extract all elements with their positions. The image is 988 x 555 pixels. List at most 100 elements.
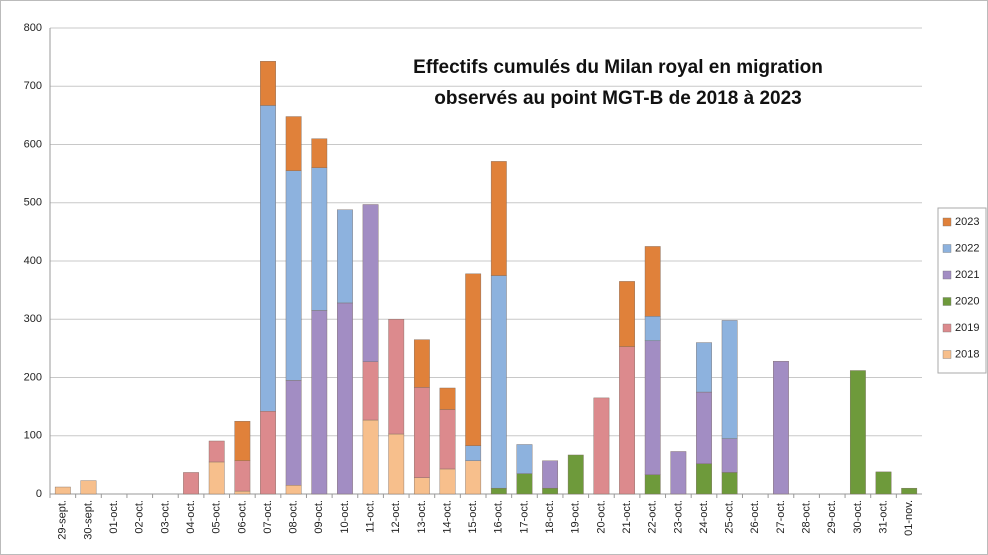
y-tick-label: 600	[24, 138, 42, 150]
bar-segment	[619, 281, 635, 347]
bar-segment	[260, 411, 276, 495]
y-tick-label: 700	[24, 80, 42, 92]
x-tick-label: 08-oct.	[288, 500, 300, 534]
bar-segment	[567, 454, 584, 495]
bar-segment	[465, 273, 482, 446]
x-tick-label: 19-oct.	[570, 500, 582, 534]
bar-segment	[337, 302, 353, 495]
bar-segment	[234, 490, 251, 495]
legend-label: 2021	[955, 269, 979, 281]
bar-segment	[721, 472, 738, 495]
bar-segment	[644, 474, 661, 495]
bar-segment	[311, 167, 328, 311]
bar-segment	[439, 387, 456, 410]
legend-swatch	[942, 270, 952, 280]
x-tick-label: 18-oct.	[544, 500, 556, 534]
x-tick-label: 16-oct.	[493, 500, 505, 534]
bar-segment	[490, 275, 507, 489]
bar-segment	[542, 487, 559, 495]
x-tick-label: 01-nov.	[903, 500, 915, 536]
bar-segment	[516, 473, 533, 495]
x-tick-label: 29-sept.	[57, 500, 69, 540]
bar-segment	[593, 397, 610, 495]
bar-segment	[490, 487, 507, 495]
x-tick-label: 12-oct.	[390, 500, 402, 534]
bar-segment	[619, 346, 635, 495]
legend-label: 2023	[955, 216, 979, 228]
x-tick-label: 31-oct.	[877, 500, 889, 534]
x-tick-label: 30-oct.	[852, 500, 864, 534]
bar-segment	[542, 460, 559, 489]
bar-segment	[362, 361, 379, 421]
bar-segment	[696, 391, 712, 464]
x-tick-label: 11-oct.	[364, 500, 376, 533]
bar-segment	[413, 339, 430, 388]
bar-segment	[388, 433, 405, 495]
x-tick-label: 26-oct.	[749, 500, 761, 534]
x-tick-label: 20-oct.	[595, 500, 607, 534]
x-tick-label: 15-oct.	[467, 500, 479, 534]
bar-segment	[644, 316, 661, 342]
bar-segment	[465, 445, 482, 461]
legend-swatch	[942, 297, 952, 306]
bar-segment	[260, 105, 276, 412]
y-tick-label: 200	[24, 371, 42, 383]
bar-segment	[696, 342, 712, 393]
bar-segment	[413, 387, 430, 478]
bar-segment	[208, 461, 225, 495]
bar-segment	[285, 380, 302, 486]
x-tick-label: 24-oct.	[698, 500, 710, 534]
bar-segment	[80, 480, 97, 495]
bar-segment	[285, 116, 302, 171]
bar-segment	[54, 486, 71, 495]
x-tick-label: 27-oct.	[775, 500, 787, 534]
x-tick-label: 23-oct.	[672, 500, 684, 534]
chart-title: observés au point MGT-B de 2018 à 2023	[434, 88, 801, 109]
x-tick-label: 10-oct.	[339, 500, 351, 534]
legend-swatch	[942, 323, 952, 333]
x-tick-label: 21-oct.	[621, 500, 633, 534]
bar-segment	[721, 438, 738, 473]
x-tick-label: 07-oct.	[262, 500, 274, 534]
legend-label: 2019	[955, 322, 979, 334]
x-tick-label: 30-sept.	[82, 500, 94, 540]
bar-segment	[516, 444, 533, 474]
x-tick-label: 22-oct.	[647, 500, 659, 534]
legend-label: 2018	[955, 348, 979, 360]
legend-swatch	[942, 217, 952, 227]
x-tick-label: 05-oct.	[211, 500, 223, 534]
legend-box	[937, 207, 987, 374]
x-tick-label: 25-oct.	[724, 500, 736, 534]
legend-label: 2020	[955, 295, 979, 307]
bar-segment	[413, 477, 430, 495]
chart-title: Effectifs cumulés du Milan royal en migr…	[413, 57, 823, 78]
bar-segment	[696, 463, 712, 495]
bar-segment	[183, 472, 199, 495]
bar-segment	[849, 370, 866, 495]
bar-segment	[362, 204, 379, 362]
bar-segment	[773, 360, 789, 495]
bar-segment	[208, 440, 225, 463]
x-tick-label: 02-oct.	[134, 500, 146, 534]
x-tick-label: 04-oct.	[185, 500, 197, 534]
bar-segment	[439, 468, 456, 495]
legend-swatch	[942, 244, 952, 253]
bar-segment	[234, 460, 251, 492]
bar-segment	[311, 310, 328, 495]
x-tick-label: 17-oct.	[518, 500, 530, 534]
x-tick-label: 28-oct.	[800, 500, 812, 534]
x-tick-label: 06-oct.	[236, 500, 248, 534]
bar-segment	[644, 246, 661, 317]
bar-segment	[311, 138, 328, 169]
y-tick-label: 0	[36, 488, 42, 500]
bar-segment	[234, 420, 251, 461]
bar-segment	[337, 209, 353, 304]
legend-swatch	[942, 350, 952, 359]
bar-segment	[285, 170, 302, 381]
bar-segment	[644, 340, 661, 475]
y-tick-label: 500	[24, 197, 42, 209]
bar-segment	[260, 61, 276, 106]
bar-segment	[388, 319, 405, 435]
x-tick-label: 03-oct.	[159, 500, 171, 534]
x-tick-label: 29-oct.	[826, 500, 838, 534]
